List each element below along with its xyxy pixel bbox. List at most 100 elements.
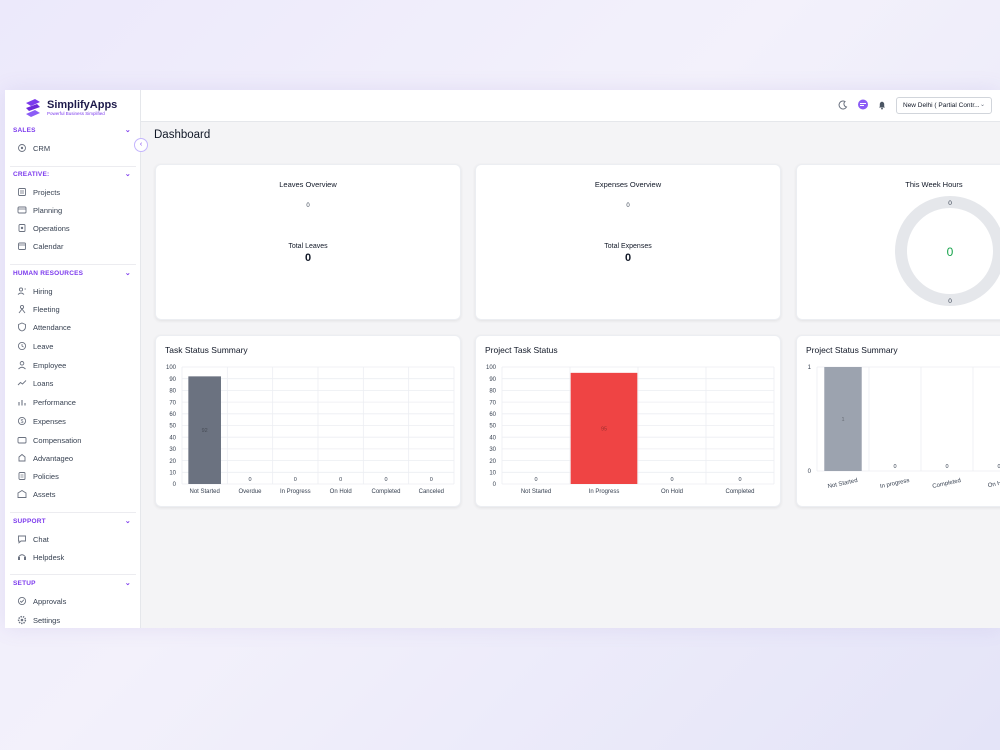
y-tick-label: 70 xyxy=(489,400,496,406)
chat-bubble-icon[interactable] xyxy=(857,99,869,111)
approvals-icon xyxy=(17,596,27,606)
hiring-icon xyxy=(17,286,27,296)
x-tick-label: In progress xyxy=(879,478,910,490)
sidebar-item-advantageo[interactable]: Advantageo xyxy=(17,451,135,465)
sidebar-section-support[interactable]: SUPPORT ⌄ xyxy=(13,515,131,527)
sidebar-item-chat[interactable]: Chat xyxy=(17,532,135,546)
x-tick-label: Canceled xyxy=(419,489,444,495)
chat-icon xyxy=(17,534,27,544)
sidebar-item-label: CRM xyxy=(33,143,51,153)
sidebar-item-attendance[interactable]: Attendance xyxy=(17,320,135,334)
location-select[interactable]: New Delhi ( Partial Contr... ⌄ xyxy=(896,97,992,114)
sidebar-item-loans[interactable]: Loans xyxy=(17,376,135,390)
project-status-summary-title: Project Status Summary xyxy=(806,345,898,355)
calendar-icon xyxy=(17,241,27,251)
assets-icon xyxy=(17,489,27,499)
x-tick-label: Completed xyxy=(932,478,962,490)
data-label: 0 xyxy=(997,464,1000,470)
sidebar-item-label: Approvals xyxy=(33,596,67,606)
expenses-overview-card: Expenses Overview 0 Total Expenses 0 xyxy=(475,164,781,320)
sidebar-divider xyxy=(10,574,136,575)
sidebar-item-label: Attendance xyxy=(33,322,71,332)
sidebar-section-setup[interactable]: SETUP ⌄ xyxy=(13,577,131,589)
bar[interactable] xyxy=(824,367,862,471)
sidebar-item-policies[interactable]: Policies xyxy=(17,469,135,483)
sidebar-item-label: Operations xyxy=(33,223,70,233)
data-label: 0 xyxy=(945,464,948,470)
topbar: New Delhi ( Partial Contr... ⌄ xyxy=(141,90,1000,122)
sidebar-item-planning[interactable]: Planning xyxy=(17,203,135,217)
chevron-down-icon[interactable]: ⌄ xyxy=(124,580,131,587)
chevron-down-icon[interactable]: ⌄ xyxy=(124,518,131,525)
sidebar-item-crm[interactable]: CRM xyxy=(17,141,135,155)
project-status-summary-chart: 0 1 1 Not Started 0 In progress 0 Completed 0 On … xyxy=(808,365,1000,490)
sidebar-item-approvals[interactable]: Approvals xyxy=(17,594,135,608)
chevron-down-icon[interactable]: ⌄ xyxy=(124,127,131,134)
x-tick-label: On Hold xyxy=(330,489,352,495)
y-tick-label: 60 xyxy=(169,412,176,418)
sidebar-section-creative[interactable]: CREATIVE: ⌄ xyxy=(13,168,131,180)
sidebar-item-fleeting[interactable]: Fleeting xyxy=(17,302,135,316)
app-window: SimplifyApps Powerful Business Simplifie… xyxy=(5,90,1000,628)
x-tick-label: Completed xyxy=(725,489,754,495)
moon-icon[interactable] xyxy=(837,99,849,111)
sidebar-item-calendar[interactable]: Calendar xyxy=(17,239,135,253)
project-task-status-chart: 0 10 20 30 40 50 60 70 80 90 100 0 Not Started 95 In P… xyxy=(486,365,775,495)
sidebar-item-label: Compensation xyxy=(33,435,82,445)
sidebar-item-hiring[interactable]: Hiring xyxy=(17,284,135,298)
y-tick-label: 0 xyxy=(493,482,497,488)
sidebar-item-label: Loans xyxy=(33,378,54,388)
sidebar-item-performance[interactable]: Performance xyxy=(17,395,135,409)
leaves-overview-title: Leaves Overview xyxy=(279,180,337,189)
sidebar-section-sales[interactable]: SALES ⌄ xyxy=(13,124,131,136)
sidebar-item-helpdesk[interactable]: Helpdesk xyxy=(17,550,135,564)
ring-top-value: 0 xyxy=(948,200,952,207)
y-tick-label: 0 xyxy=(808,469,812,475)
project-task-status-title: Project Task Status xyxy=(485,345,558,355)
fleeting-icon xyxy=(17,304,27,314)
leaves-overview-value: 0 xyxy=(306,203,310,209)
sidebar-item-label: Fleeting xyxy=(33,304,60,314)
sidebar-item-leave[interactable]: Leave xyxy=(17,339,135,353)
employee-icon xyxy=(17,360,27,370)
x-tick-label: Not Started xyxy=(827,478,858,490)
y-tick-label: 40 xyxy=(169,435,176,441)
sidebar-item-label: Policies xyxy=(33,471,59,481)
y-tick-label: 1 xyxy=(808,365,812,371)
y-tick-label: 20 xyxy=(489,459,496,465)
sidebar-item-compensation[interactable]: Compensation xyxy=(17,433,135,447)
sidebar-item-expenses[interactable]: $ Expenses xyxy=(17,414,135,428)
bar[interactable] xyxy=(188,376,221,484)
loans-icon xyxy=(17,378,27,388)
sidebar-item-label: Advantageo xyxy=(33,453,74,463)
bar[interactable] xyxy=(570,372,638,484)
y-tick-label: 0 xyxy=(173,482,177,488)
sidebar-section-title: HUMAN RESOURCES xyxy=(13,269,84,277)
y-tick-label: 20 xyxy=(169,459,176,465)
leave-icon xyxy=(17,341,27,351)
chevron-down-icon[interactable]: ⌄ xyxy=(124,270,131,277)
sidebar-item-employee[interactable]: Employee xyxy=(17,358,135,372)
data-label: 92 xyxy=(202,428,208,434)
sidebar-item-projects[interactable]: Projects xyxy=(17,185,135,199)
data-label: 0 xyxy=(430,477,433,483)
y-tick-label: 80 xyxy=(489,389,496,395)
data-label: 95 xyxy=(601,426,607,432)
sidebar-item-assets[interactable]: Assets xyxy=(17,487,135,501)
operations-icon xyxy=(17,223,27,233)
compensation-icon xyxy=(17,435,27,445)
app-logo[interactable]: SimplifyApps Powerful Business Simplifie… xyxy=(23,96,117,120)
sidebar-item-label: Calendar xyxy=(33,241,64,251)
bell-icon[interactable] xyxy=(876,99,888,111)
data-label: 0 xyxy=(670,477,673,483)
sidebar-collapse-button[interactable]: ‹ xyxy=(134,138,148,152)
sidebar-item-settings[interactable]: Settings xyxy=(17,613,135,627)
sidebar-section-human-resources[interactable]: HUMAN RESOURCES ⌄ xyxy=(13,267,131,279)
y-tick-label: 10 xyxy=(489,471,496,477)
policies-icon xyxy=(17,471,27,481)
sidebar-item-label: Performance xyxy=(33,397,76,407)
chevron-down-icon[interactable]: ⌄ xyxy=(124,171,131,178)
task-status-title: Task Status Summary xyxy=(165,345,248,355)
sidebar-item-operations[interactable]: Operations xyxy=(17,221,135,235)
sidebar-item-label: Chat xyxy=(33,534,49,544)
